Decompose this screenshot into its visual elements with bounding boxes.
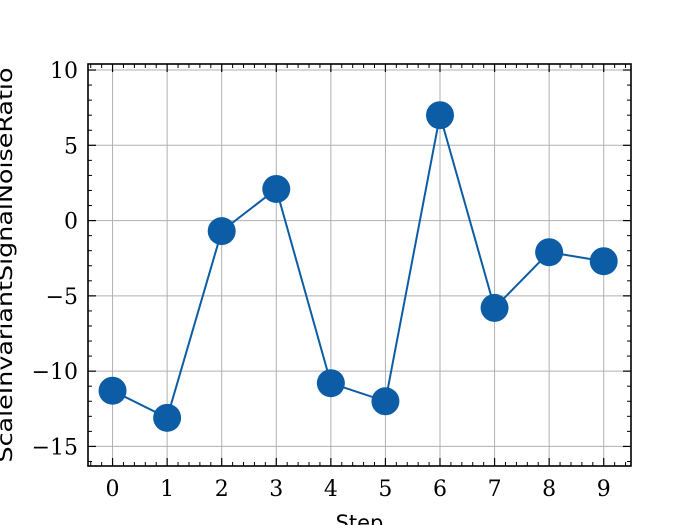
data-point — [535, 238, 564, 267]
x-tick-label: 2 — [215, 477, 229, 502]
y-tick-label: −5 — [46, 285, 78, 310]
y-axis-title: ScaleInvariantSignalNoiseRatio — [0, 67, 17, 462]
x-tick-label: 8 — [542, 477, 556, 502]
data-point — [425, 101, 454, 130]
y-tick-label: 0 — [64, 210, 78, 235]
x-tick-labels: 0 1 2 3 4 5 6 7 8 9 — [106, 477, 611, 502]
x-tick-label: 0 — [106, 477, 120, 502]
series-line — [112, 114, 604, 420]
data-point — [589, 247, 618, 276]
y-tick-label: 10 — [50, 59, 78, 84]
y-tick-label: −10 — [32, 360, 78, 385]
y-tick-label: 5 — [64, 134, 78, 159]
x-tick-label: 5 — [378, 477, 392, 502]
x-tick-label: 4 — [324, 477, 338, 502]
data-point — [98, 376, 127, 405]
data-point — [207, 217, 236, 246]
x-tick-label: 3 — [269, 477, 283, 502]
y-tick-labels: −15 −10 −5 0 5 10 — [32, 59, 78, 460]
x-axis-title: Step — [336, 511, 384, 525]
x-tick-label: 6 — [433, 477, 447, 502]
x-tick-label: 7 — [488, 477, 502, 502]
x-tick-label: 1 — [160, 477, 174, 502]
series-layer — [98, 101, 618, 432]
data-point — [262, 174, 291, 203]
x-tick-label: 9 — [597, 477, 611, 502]
data-point — [316, 369, 345, 398]
data-point — [371, 387, 400, 416]
data-point — [153, 403, 182, 432]
y-tick-label: −15 — [32, 435, 78, 460]
grid — [88, 64, 631, 466]
plot-frame — [87, 63, 632, 467]
major-ticks — [88, 64, 631, 466]
data-point — [480, 293, 509, 322]
